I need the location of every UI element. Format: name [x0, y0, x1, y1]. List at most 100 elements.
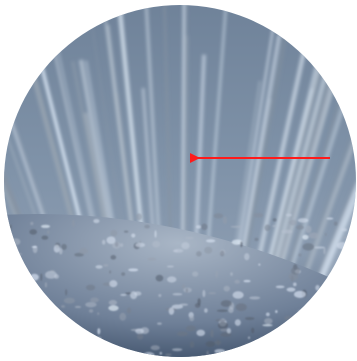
surface-blob: [185, 325, 196, 332]
surface-blob: [244, 253, 250, 261]
surface-blob: [159, 351, 163, 355]
surface-blob: [8, 245, 19, 253]
surface-blob: [341, 355, 350, 357]
surface-blob: [281, 334, 287, 338]
surface-blob: [128, 268, 139, 272]
surface-blob: [4, 352, 7, 357]
surface-blob: [322, 336, 329, 343]
surface-blob: [171, 304, 184, 309]
plume: [265, 88, 314, 271]
surface-blob: [204, 246, 213, 254]
surface-blob: [210, 329, 214, 338]
surface-blob: [45, 270, 57, 279]
surface-blob: [86, 341, 95, 347]
surface-blob: [252, 341, 262, 349]
surface-blob: [166, 276, 177, 283]
surface-blob: [289, 219, 297, 226]
surface-blob: [342, 236, 351, 239]
surface-blob: [119, 312, 127, 321]
surface-blob: [197, 298, 201, 306]
surface-blob: [11, 280, 23, 286]
surface-blob: [336, 241, 349, 250]
surface-blob: [53, 336, 64, 341]
surface-blob: [79, 247, 88, 255]
surface-blob: [345, 331, 356, 336]
surface-blob: [179, 303, 189, 306]
surface-blob: [9, 277, 19, 283]
surface-blob: [275, 285, 285, 289]
surface-blob: [36, 332, 43, 337]
surface-blob: [157, 322, 162, 325]
surface-blob: [333, 221, 338, 226]
plume: [238, 34, 282, 266]
surface-blob: [172, 293, 183, 296]
surface-blob: [258, 263, 261, 266]
surface-blob: [143, 352, 155, 357]
surface-blob: [338, 264, 346, 272]
surface-blob: [232, 291, 244, 299]
surface-blob: [4, 295, 13, 303]
surface-blob: [347, 281, 355, 289]
surface-blob: [97, 328, 101, 335]
surface-blob: [4, 222, 11, 227]
surface-blob: [281, 229, 293, 234]
surface-blob: [61, 243, 67, 251]
surface-blob: [97, 312, 100, 316]
surface-blob: [99, 354, 104, 357]
surface-blob: [315, 284, 320, 291]
surface-blob: [240, 241, 243, 248]
surface-blob: [297, 309, 303, 315]
surface-blob: [165, 353, 172, 356]
surface-blob: [339, 344, 347, 350]
surface-blob: [196, 329, 206, 337]
surface-blob: [192, 271, 199, 277]
surface-blob: [208, 292, 217, 295]
surface-blob: [293, 290, 306, 298]
plume: [286, 78, 352, 278]
surface-blob: [292, 331, 299, 336]
surface-blob: [61, 305, 65, 308]
surface-blob: [220, 332, 232, 338]
surface-blob: [135, 328, 145, 334]
surface-blob: [217, 321, 229, 330]
surface-blob: [319, 304, 329, 309]
surface-blob: [30, 221, 34, 226]
surface-blob: [202, 289, 206, 298]
surface-blob: [41, 235, 49, 240]
surface-blob: [217, 339, 220, 347]
surface-blob: [213, 213, 224, 219]
surface-blob: [189, 315, 195, 322]
surface-blob: [293, 282, 297, 287]
plume: [241, 5, 304, 267]
surface-blob: [185, 288, 189, 293]
surface-blob: [9, 224, 12, 230]
surface-blob: [121, 272, 126, 276]
surface-blob: [95, 265, 103, 269]
surface-blob: [53, 244, 60, 253]
surface-blob: [226, 328, 232, 334]
surface-blob: [85, 301, 97, 308]
surface-blob: [61, 320, 74, 325]
surface-blob: [7, 334, 13, 341]
surface-blob: [62, 333, 66, 336]
plume: [300, 89, 356, 283]
surface-blob: [331, 315, 342, 322]
surface-blob: [251, 327, 255, 334]
surface-blob: [48, 333, 60, 337]
surface-blob: [305, 307, 311, 314]
surface-blob: [120, 293, 127, 296]
surface-blob: [324, 232, 327, 237]
surface-blob: [244, 316, 255, 321]
surface-blob: [0, 292, 3, 297]
surface-blob: [168, 307, 175, 315]
surface-blob: [166, 265, 174, 268]
surface-blob: [243, 279, 251, 283]
surface-blob: [40, 273, 43, 282]
surface-blob: [135, 213, 143, 221]
surface-blob: [234, 319, 241, 326]
surface-blob: [53, 342, 59, 350]
surface-blob: [244, 342, 251, 351]
surface-blob: [305, 335, 309, 341]
surface-blob: [230, 225, 242, 228]
